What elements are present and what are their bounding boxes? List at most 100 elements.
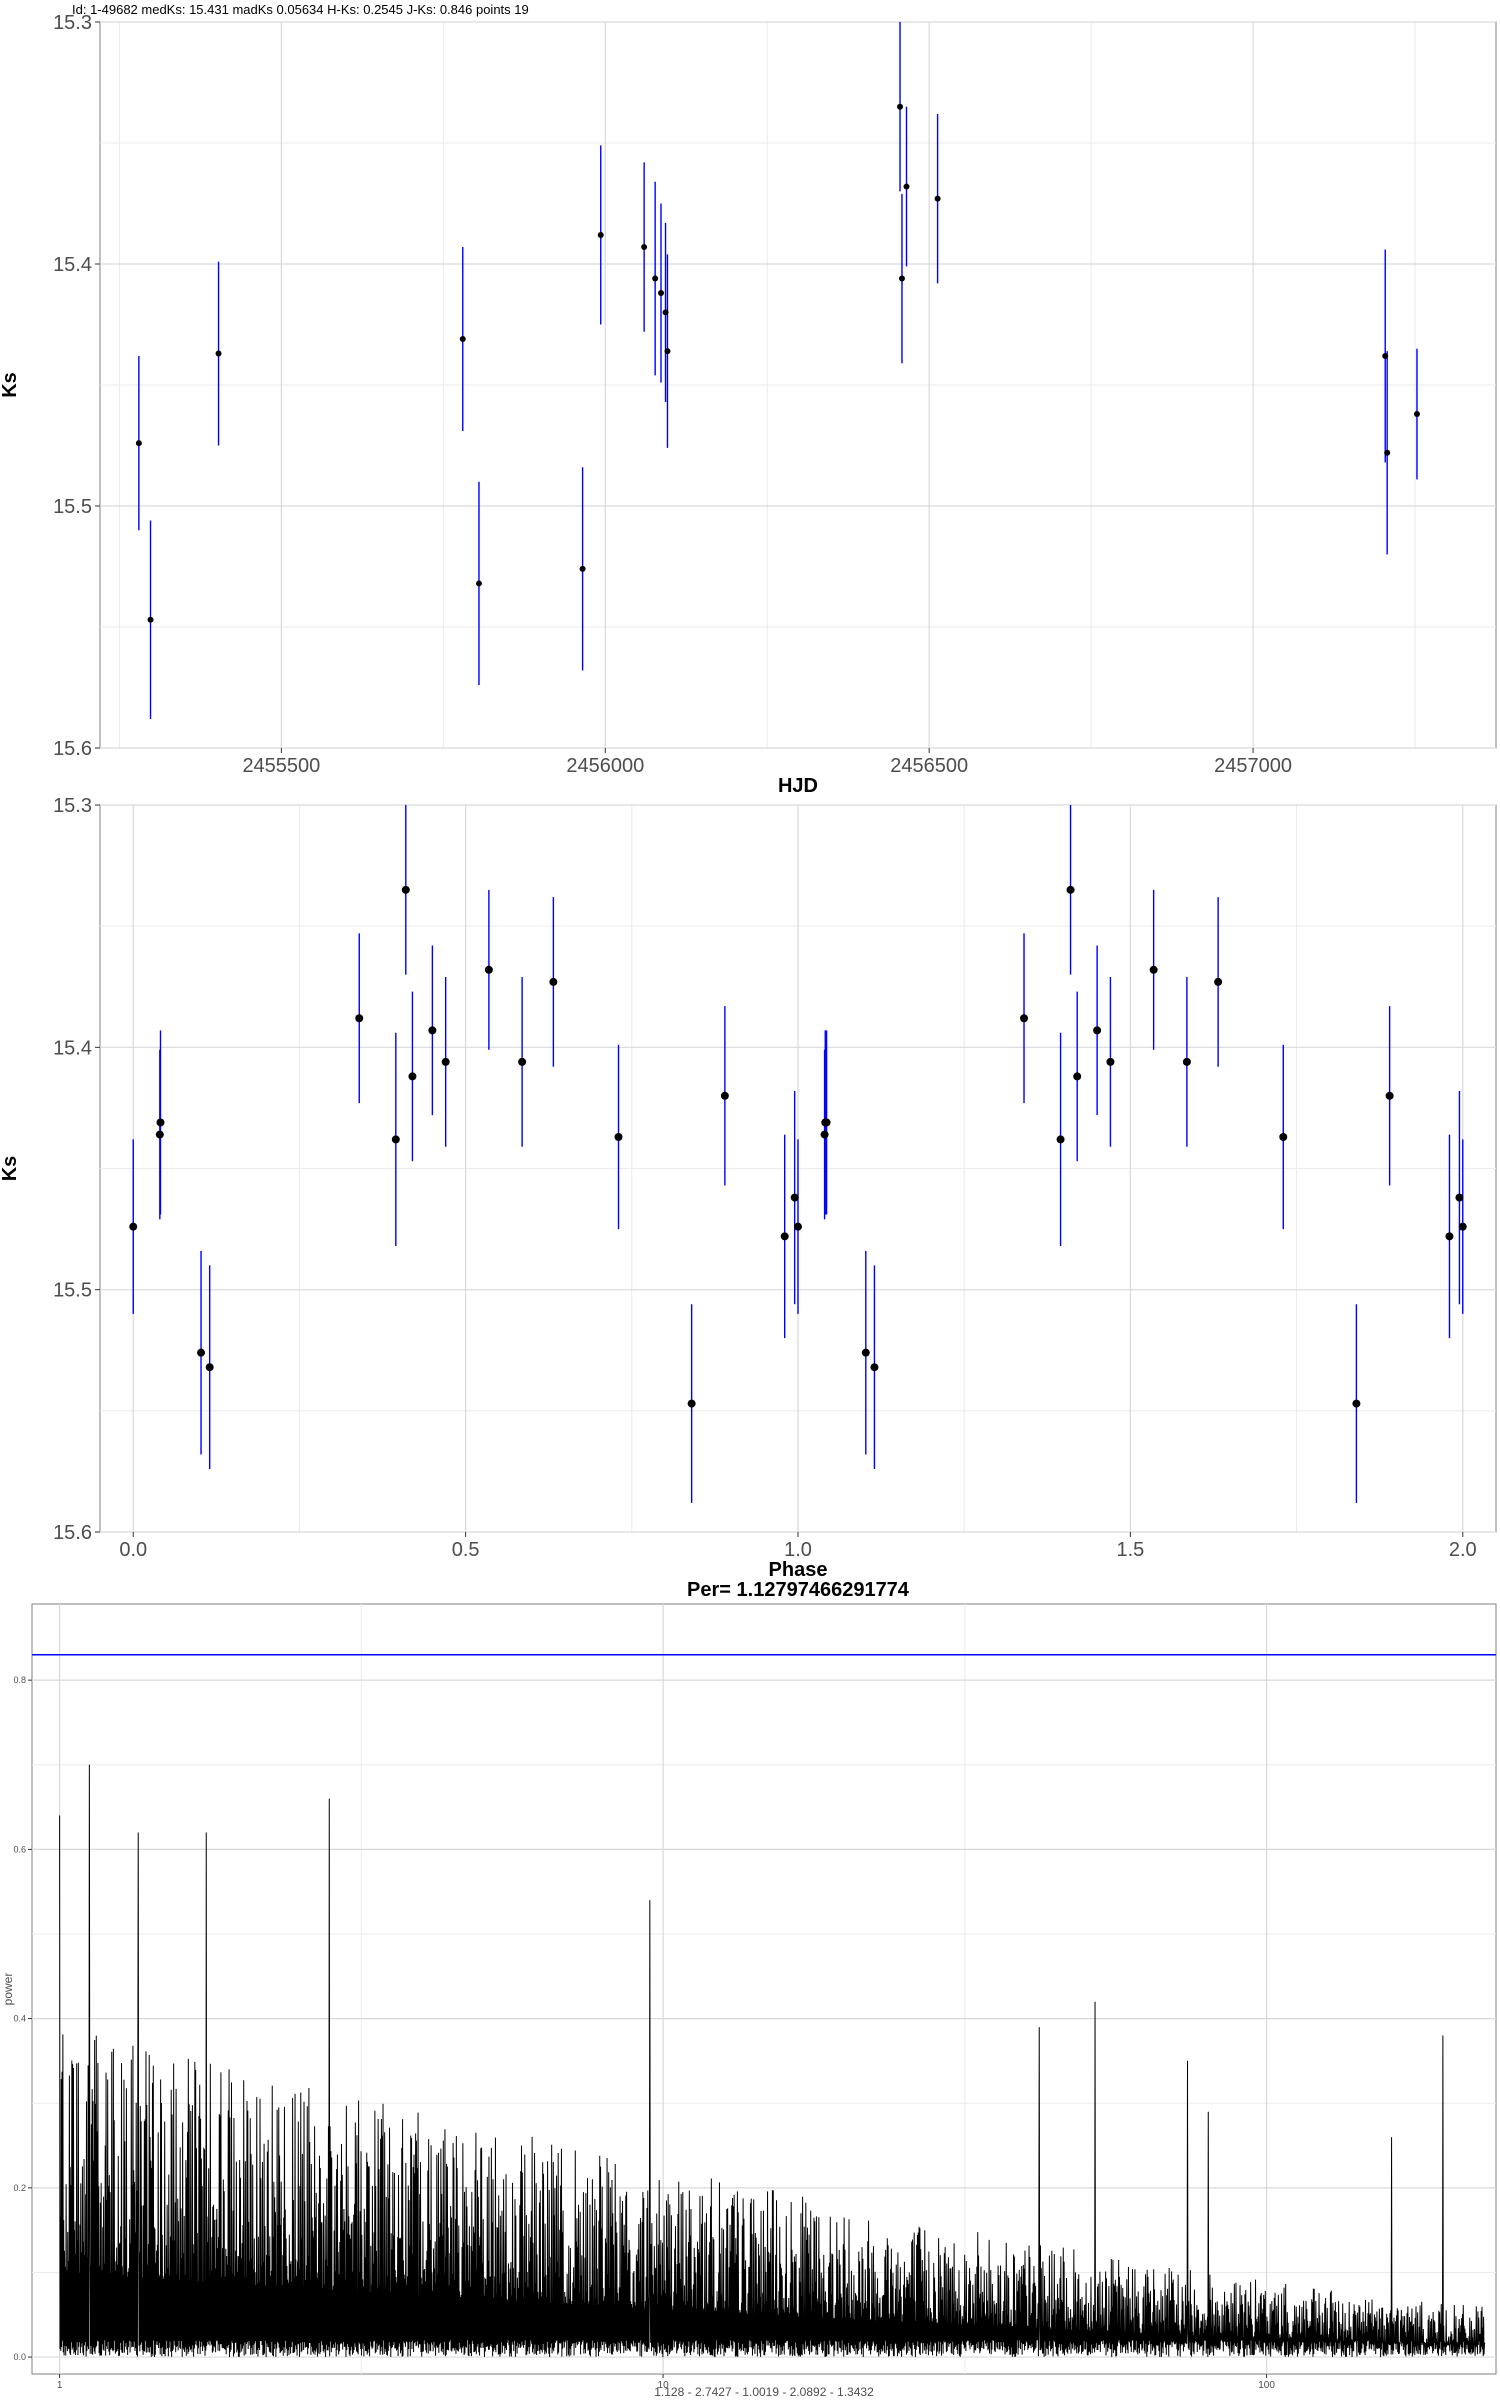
data-point <box>664 348 671 355</box>
x-tick-label: 0.0 <box>119 1539 147 1561</box>
y-tick-label: 0.2 <box>13 2183 26 2193</box>
x-tick-label: 2455500 <box>242 755 320 777</box>
y-tick-label: 0.8 <box>13 1675 26 1685</box>
phased-x-axis-label: Phase <box>769 1559 828 1581</box>
data-point <box>156 1118 165 1127</box>
data-point <box>484 965 493 974</box>
data-point <box>597 231 604 238</box>
data-point <box>1149 965 1158 974</box>
data-point <box>355 1014 364 1023</box>
periodogram-y-axis-label: power <box>1 1973 15 2006</box>
data-point <box>459 336 466 343</box>
data-point <box>401 885 410 894</box>
phased-marks <box>129 805 1467 1503</box>
y-tick-label: 15.4 <box>53 254 92 276</box>
data-point <box>687 1399 696 1408</box>
lightcurve-y-axis-label: Ks <box>0 372 21 398</box>
x-tick-label: 2457000 <box>1214 755 1292 777</box>
data-point <box>441 1057 450 1066</box>
lightcurve-grid <box>100 21 1496 749</box>
x-tick-label: 10 <box>658 2380 670 2391</box>
x-tick-label: 1 <box>57 2380 63 2391</box>
data-point <box>1066 885 1075 894</box>
data-point <box>135 440 142 447</box>
data-point <box>579 565 586 572</box>
lightcurve-panel: 2455500 2456000 2456500 2457000 15.3 15.4 15.5… <box>0 12 1497 797</box>
phased-ticks: 0.0 0.5 1.0 1.5 2.0 15.3 15.4 15.5 15.6 <box>53 795 1477 1561</box>
data-point <box>205 1363 214 1372</box>
data-point <box>897 103 904 110</box>
data-point <box>1093 1026 1102 1035</box>
data-point <box>1385 1091 1394 1100</box>
data-point <box>641 244 648 251</box>
power-spectrum-line <box>59 1764 1486 2358</box>
data-point <box>1458 1222 1467 1231</box>
data-point <box>652 275 659 282</box>
data-point <box>903 183 910 190</box>
data-point <box>1182 1057 1191 1066</box>
data-point <box>1455 1193 1464 1202</box>
data-point <box>780 1232 789 1241</box>
data-point <box>934 195 941 202</box>
data-point <box>820 1130 829 1139</box>
data-point <box>657 290 664 297</box>
data-point <box>1279 1132 1288 1141</box>
y-tick-label: 15.3 <box>53 12 92 34</box>
data-point <box>614 1132 623 1141</box>
data-point <box>1020 1014 1029 1023</box>
data-point <box>1445 1232 1454 1241</box>
data-point <box>391 1135 400 1144</box>
lightcurve-marks <box>135 22 1420 719</box>
data-point <box>898 275 905 282</box>
y-tick-label: 15.4 <box>53 1037 92 1059</box>
data-point <box>1214 977 1223 986</box>
y-tick-label: 15.6 <box>53 738 92 760</box>
data-point <box>549 977 558 986</box>
data-point <box>475 580 482 587</box>
periodogram-panel: 1 10 100 0.0 0.2 0.4 0.6 0.8 1.128 - 2.7427 - 1… <box>1 1603 1497 2399</box>
x-tick-label: 0.5 <box>452 1539 480 1561</box>
y-tick-label: 15.3 <box>53 795 92 817</box>
y-tick-label: 0.0 <box>13 2352 26 2362</box>
data-point <box>861 1348 870 1357</box>
period-subtitle: Per= 1.12797466291774 <box>687 1579 910 1601</box>
data-point <box>197 1348 206 1357</box>
data-point <box>794 1222 802 1231</box>
data-point <box>408 1072 417 1081</box>
data-point <box>155 1130 164 1139</box>
x-tick-label: 1.0 <box>784 1539 812 1561</box>
data-point <box>1413 411 1420 418</box>
periodogram-x-axis-label: 1.128 - 2.7427 - 1.0019 - 2.0892 - 1.343… <box>654 2385 874 2399</box>
x-tick-label: 1.5 <box>1116 1539 1144 1561</box>
data-point <box>1106 1057 1115 1066</box>
data-point <box>129 1222 138 1231</box>
lightcurve-title: Id: 1-49682 medKs: 15.431 madKs 0.05634 … <box>72 2 529 17</box>
y-tick-label: 15.5 <box>53 496 92 518</box>
x-tick-label: 2456500 <box>890 755 968 777</box>
periodogram-ticks: 1 10 100 0.0 0.2 0.4 0.6 0.8 <box>13 1675 1275 2391</box>
y-tick-label: 15.5 <box>53 1280 92 1302</box>
data-point <box>147 616 154 623</box>
data-point <box>720 1091 729 1100</box>
data-point <box>1056 1135 1065 1144</box>
data-point <box>428 1026 437 1035</box>
y-tick-label: 15.6 <box>53 1522 92 1544</box>
data-point <box>1352 1399 1361 1408</box>
lightcurve-ticks: 2455500 2456000 2456500 2457000 15.3 15.4 15.5… <box>53 12 1292 777</box>
data-point <box>1384 449 1391 456</box>
data-point <box>662 309 669 316</box>
x-tick-label: 100 <box>1258 2380 1275 2391</box>
data-point <box>1382 352 1389 359</box>
y-tick-label: 0.4 <box>13 2014 26 2024</box>
x-tick-label: 2456000 <box>566 755 644 777</box>
data-point <box>870 1363 879 1372</box>
phased-y-axis-label: Ks <box>0 1156 21 1182</box>
data-point <box>215 350 222 357</box>
data-point <box>822 1118 831 1127</box>
lightcurve-x-axis-label: HJD <box>778 775 818 797</box>
data-point <box>790 1193 799 1202</box>
data-point <box>1073 1072 1082 1081</box>
periodogram-marks <box>32 1654 1496 2358</box>
data-point <box>518 1057 527 1066</box>
